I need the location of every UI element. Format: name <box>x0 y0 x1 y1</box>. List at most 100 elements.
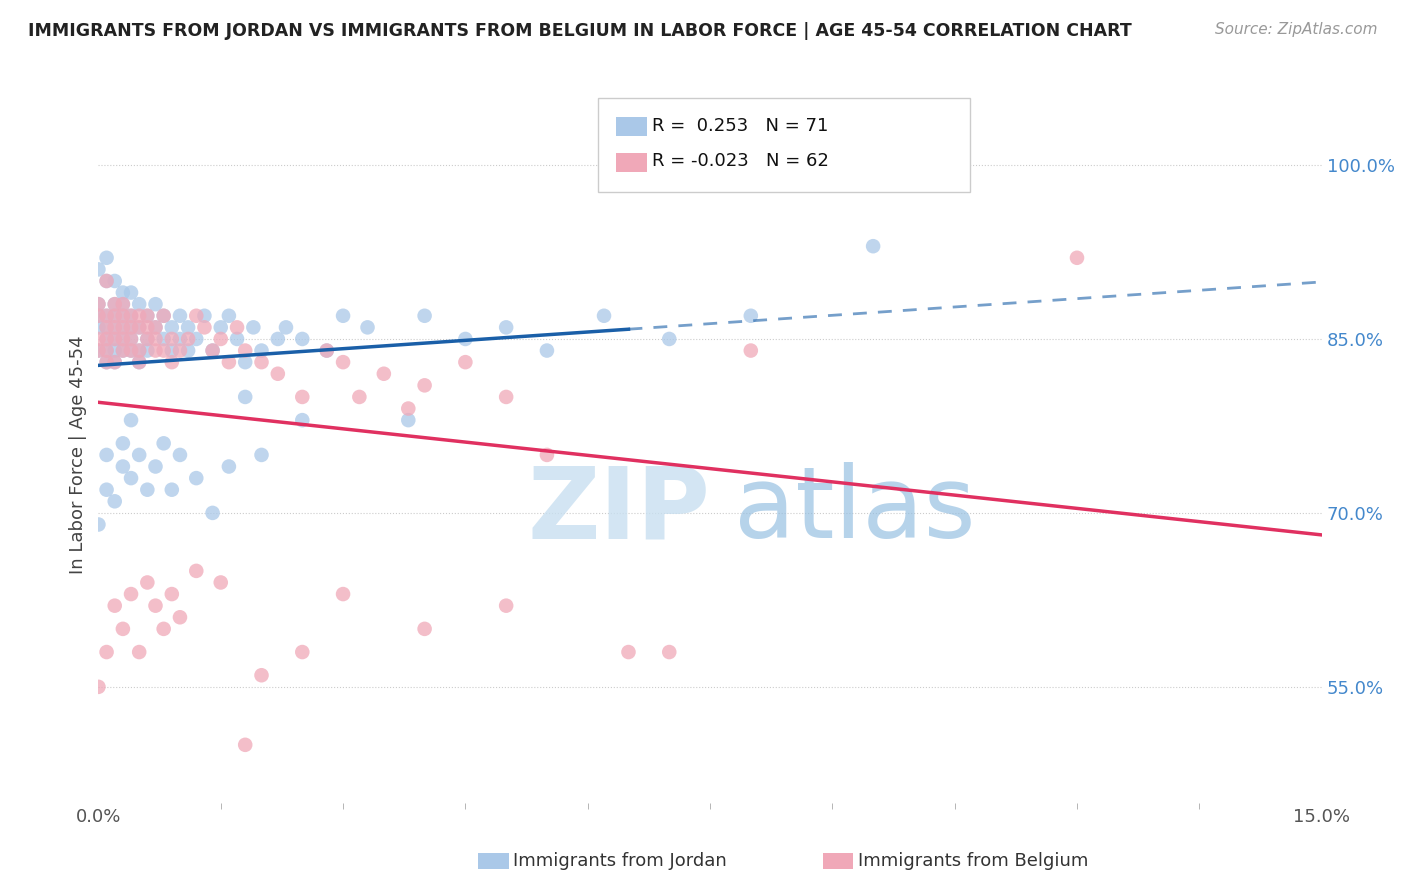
Point <box>160 483 183 497</box>
Text: IMMIGRANTS FROM JORDAN VS IMMIGRANTS FROM BELGIUM IN LABOR FORCE | AGE 45-54 COR: IMMIGRANTS FROM JORDAN VS IMMIGRANTS FRO… <box>28 22 1132 40</box>
Point <box>128 355 150 369</box>
Point <box>87 680 110 694</box>
Point <box>209 332 232 346</box>
Point <box>250 343 273 358</box>
Point <box>413 309 436 323</box>
Point <box>111 343 134 358</box>
Text: Immigrants from Jordan: Immigrants from Jordan <box>513 852 727 870</box>
Point <box>152 343 174 358</box>
Point <box>104 309 127 323</box>
Point <box>332 587 354 601</box>
Y-axis label: In Labor Force | Age 45-54: In Labor Force | Age 45-54 <box>69 335 87 574</box>
Point <box>267 332 290 346</box>
Point <box>740 309 762 323</box>
Point <box>87 343 110 358</box>
Point <box>332 309 354 323</box>
Point <box>104 599 127 613</box>
Point <box>413 378 436 392</box>
Point <box>160 587 183 601</box>
Point <box>145 343 167 358</box>
Point <box>209 320 232 334</box>
Point <box>120 332 142 346</box>
Point <box>152 309 174 323</box>
Point <box>145 332 167 346</box>
Point <box>250 355 273 369</box>
Point <box>104 332 127 346</box>
Text: ZIP: ZIP <box>527 462 710 559</box>
Point <box>96 251 118 265</box>
Point <box>617 645 640 659</box>
Point <box>111 343 134 358</box>
Point <box>152 332 174 346</box>
Point <box>87 262 110 277</box>
Point <box>111 436 134 450</box>
Point <box>96 332 118 346</box>
Point <box>536 343 558 358</box>
Point <box>145 459 167 474</box>
Point <box>373 367 395 381</box>
Point <box>226 332 249 346</box>
Point <box>136 332 159 346</box>
Point <box>186 471 208 485</box>
Point <box>104 355 127 369</box>
Point <box>104 274 127 288</box>
Point <box>145 320 167 334</box>
Point <box>658 645 681 659</box>
Point <box>495 390 517 404</box>
Point <box>96 320 118 334</box>
Point <box>120 343 142 358</box>
Point <box>87 309 110 323</box>
Point <box>111 297 134 311</box>
Point <box>495 320 517 334</box>
Point <box>111 297 134 311</box>
Point <box>193 320 215 334</box>
Point <box>136 332 159 346</box>
Point <box>128 343 150 358</box>
Point <box>160 343 183 358</box>
Point <box>209 575 232 590</box>
Point <box>96 355 118 369</box>
Point <box>87 297 110 311</box>
Point <box>128 645 150 659</box>
Point <box>128 355 150 369</box>
Point <box>96 274 118 288</box>
Point <box>536 448 558 462</box>
Point <box>274 320 297 334</box>
Point <box>250 448 273 462</box>
Point <box>128 343 150 358</box>
Point <box>104 332 127 346</box>
Point <box>128 309 150 323</box>
Point <box>111 309 134 323</box>
Point <box>104 297 127 311</box>
Point <box>160 320 183 334</box>
Point <box>96 343 118 358</box>
Point <box>233 390 256 404</box>
Point <box>111 309 134 323</box>
Point <box>96 483 118 497</box>
Point <box>87 309 110 323</box>
Point <box>145 297 167 311</box>
Point <box>356 320 378 334</box>
Point <box>111 285 134 300</box>
Point <box>291 390 314 404</box>
Point <box>120 332 142 346</box>
Point <box>96 320 118 334</box>
Point <box>315 343 337 358</box>
Point <box>96 343 118 358</box>
Point <box>128 448 150 462</box>
Point <box>145 320 167 334</box>
Point <box>267 367 290 381</box>
Point <box>160 355 183 369</box>
Point <box>104 297 127 311</box>
Point <box>201 506 224 520</box>
Point <box>96 309 118 323</box>
Point <box>120 309 142 323</box>
Point <box>242 320 264 334</box>
Point <box>136 309 159 323</box>
Point <box>160 332 183 346</box>
Point <box>1066 251 1088 265</box>
Point <box>233 343 256 358</box>
Point <box>96 355 118 369</box>
Point <box>120 320 142 334</box>
Point <box>169 309 191 323</box>
